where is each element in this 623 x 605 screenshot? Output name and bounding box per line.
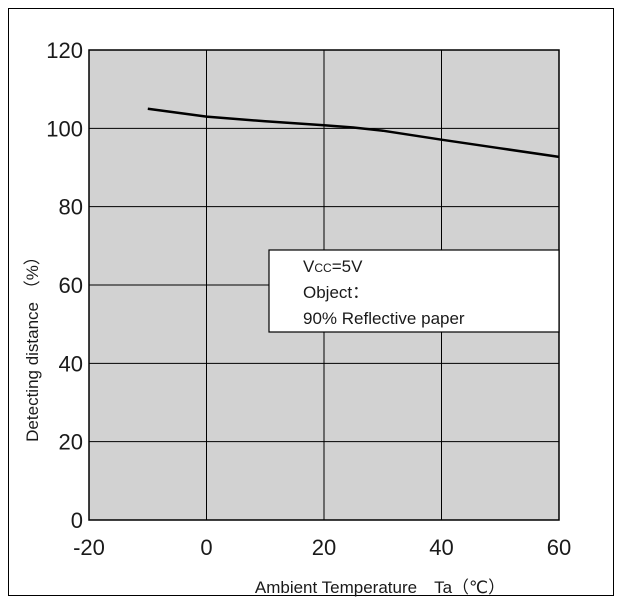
x-tick-label: -20 [73, 535, 105, 560]
x-tick-label: 0 [200, 535, 212, 560]
legend-line-object: Object： [303, 283, 369, 302]
series-line [147, 107, 560, 159]
chart-frame [8, 8, 614, 596]
y-tick-label: 80 [59, 195, 83, 220]
x-tick-label: 40 [429, 535, 453, 560]
x-axis-label: Ambient Temperature Ta（℃） [255, 578, 505, 597]
y-tick-label: 20 [59, 430, 83, 455]
y-tick-label: 100 [46, 116, 83, 141]
y-tick-label: 60 [59, 273, 83, 298]
y-tick-labels: 0 20 40 60 80 100 120 [46, 38, 83, 533]
y-axis-label: Detecting distance （%） [23, 248, 42, 442]
x-tick-labels: -20 0 20 40 60 [73, 535, 571, 560]
legend-line-vcc: VCC=5V [303, 257, 363, 276]
y-tick-label: 40 [59, 351, 83, 376]
legend-box: VCC=5V Object： 90% Reflective paper [268, 249, 560, 333]
x-tick-label: 60 [547, 535, 571, 560]
x-tick-label: 20 [312, 535, 336, 560]
y-tick-label: 120 [46, 38, 83, 63]
y-tick-label: 0 [71, 508, 83, 533]
legend-line-paper: 90% Reflective paper [303, 309, 465, 328]
